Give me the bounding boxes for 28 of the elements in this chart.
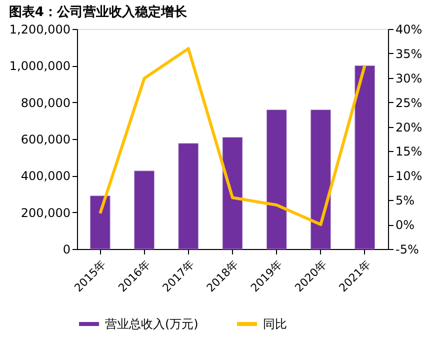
bar: [178, 143, 199, 250]
y-tick-label: 800,000: [20, 96, 70, 110]
y2-tick-label: 10%: [396, 169, 422, 184]
y2-tick-label: 15%: [396, 144, 422, 159]
y-tick-label: 1,000,000: [9, 59, 70, 74]
chart-title: 图表4：公司营业收入稳定增长: [8, 4, 188, 20]
legend-label: 营业总收入(万元): [105, 317, 198, 331]
y2-tick-label: 5%: [396, 194, 415, 208]
legend-label: 同比: [263, 317, 287, 331]
y2-tick-label: 25%: [396, 96, 422, 110]
y2-tick-label: 30%: [396, 71, 422, 86]
y-tick-label: 1,200,000: [9, 22, 70, 36]
y-tick-label: 200,000: [20, 206, 70, 220]
bar: [222, 137, 243, 250]
y-tick-label: 400,000: [20, 169, 70, 184]
bar: [266, 110, 287, 250]
y2-tick-label: -5%: [396, 242, 419, 256]
y2-tick-label: 0%: [396, 218, 415, 232]
y-tick-label: 600,000: [20, 132, 70, 146]
y-tick-label: 0: [62, 242, 70, 256]
y2-tick-label: 35%: [396, 46, 422, 61]
y2-tick-label: 40%: [396, 22, 422, 36]
line-series: [98, 47, 366, 226]
bar: [90, 196, 110, 250]
bar: [134, 170, 154, 250]
bar: [354, 65, 376, 250]
bar: [310, 110, 331, 250]
y2-tick-label: 20%: [396, 120, 422, 134]
